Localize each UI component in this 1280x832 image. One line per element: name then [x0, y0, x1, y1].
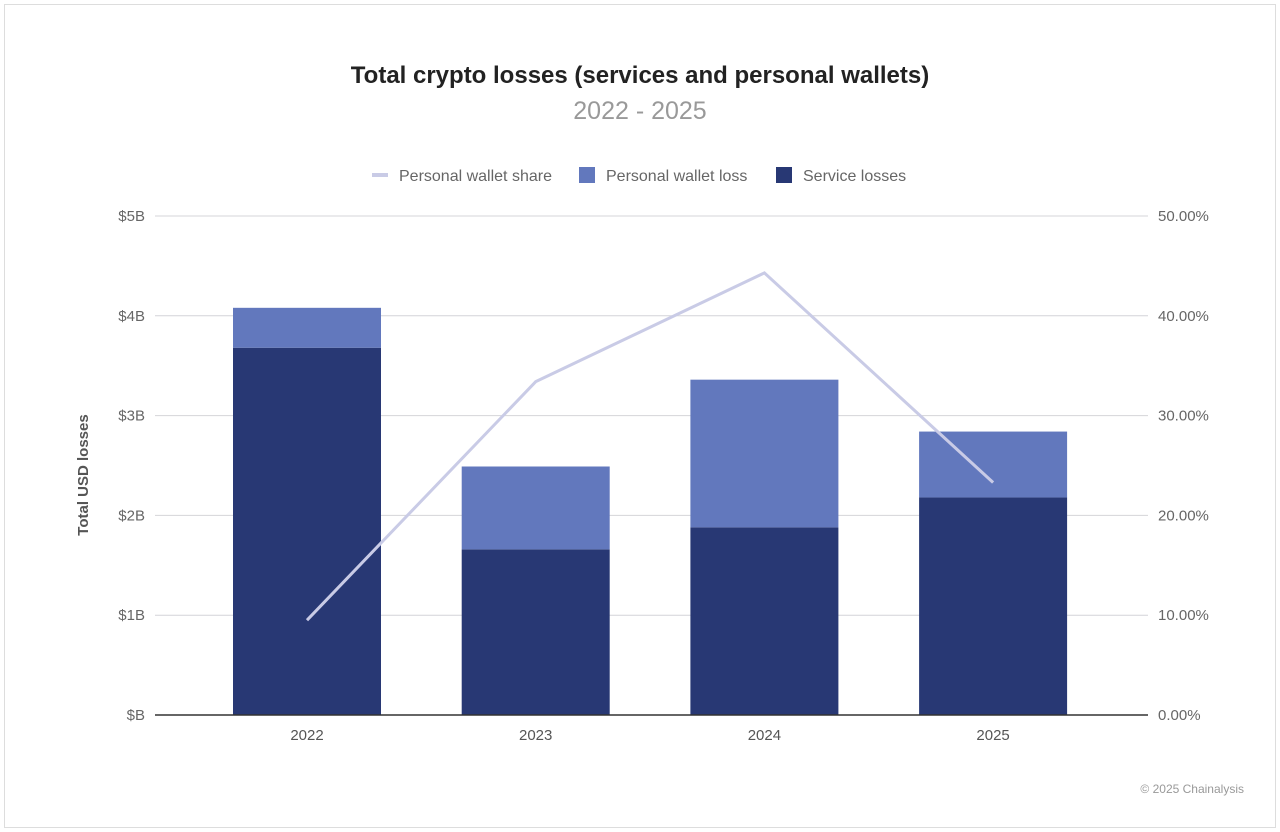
y2-tick-label: 30.00% [1158, 408, 1209, 425]
bar-service-losses [919, 497, 1068, 715]
y2-tick-label: 10.00% [1158, 607, 1209, 624]
bar-personal-wallet-loss [461, 466, 610, 550]
y-tick-label: $B [127, 707, 145, 724]
bar-service-losses [690, 527, 839, 715]
bar-service-losses [233, 347, 381, 715]
chart-subtitle: 2022 - 2025 [573, 97, 707, 125]
bar-personal-wallet-loss [233, 307, 381, 348]
bar-service-losses [461, 549, 610, 715]
y-tick-label: $5B [118, 208, 145, 225]
legend-label: Personal wallet loss [606, 168, 747, 185]
x-tick-label: 2024 [748, 727, 781, 744]
legend-label: Personal wallet share [399, 168, 552, 185]
legend-swatch [372, 173, 388, 177]
x-tick-label: 2022 [290, 727, 323, 744]
line-personal-wallet-share [305, 271, 995, 622]
y-tick-label: $1B [118, 607, 145, 624]
y2-tick-label: 0.00% [1158, 707, 1201, 724]
x-tick-label: 2023 [519, 727, 552, 744]
x-tick-label: 2025 [976, 727, 1009, 744]
bar-personal-wallet-loss [919, 431, 1068, 498]
y-tick-label: $3B [118, 408, 145, 425]
y-axis-label: Total USD losses [75, 414, 92, 535]
legend-swatch [776, 167, 792, 183]
bar-personal-wallet-loss [690, 379, 839, 528]
y-tick-label: $4B [118, 308, 145, 325]
chart-title: Total crypto losses (services and person… [350, 62, 930, 89]
copyright: © 2025 Chainalysis [1140, 782, 1244, 796]
y2-tick-label: 40.00% [1158, 308, 1209, 325]
y2-tick-label: 20.00% [1158, 507, 1209, 524]
y2-tick-label: 50.00% [1158, 208, 1209, 225]
legend-label: Service losses [803, 168, 906, 185]
y-tick-label: $2B [118, 507, 145, 524]
legend-swatch [579, 167, 595, 183]
